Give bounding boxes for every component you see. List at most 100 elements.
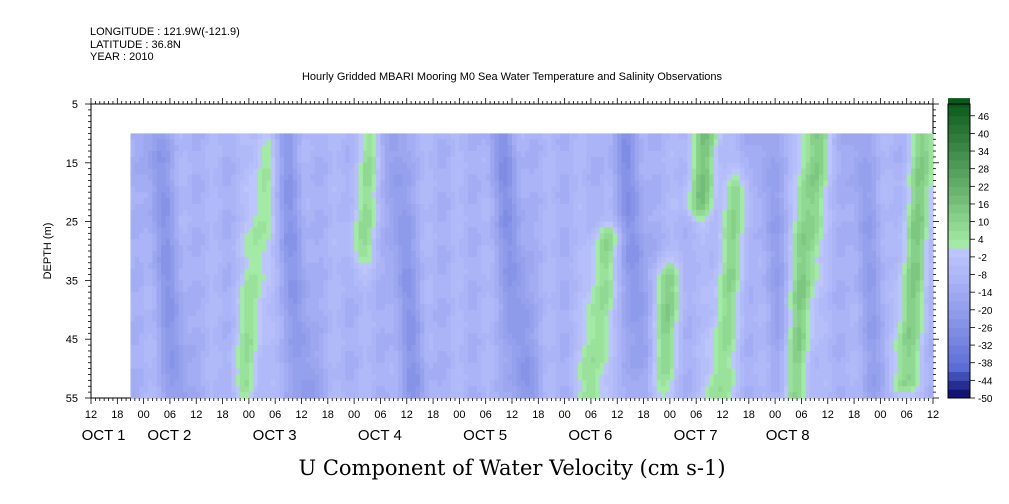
heatmap-cell [494,380,500,387]
heatmap-cell [323,315,329,323]
heatmap-cell [148,315,153,323]
heatmap-cell [411,350,417,358]
heatmap-cell [183,286,189,293]
heatmap-cell [612,333,618,340]
heatmap-cell [191,368,197,376]
heatmap-cell [301,156,307,164]
heatmap-cell [376,203,382,211]
heatmap-cell [336,350,342,358]
heatmap-cell [454,327,460,334]
heatmap-cell [279,315,285,323]
heatmap-cell [476,380,482,387]
heatmap-cell [310,374,316,381]
heatmap-cell [200,321,206,329]
heatmap-cell [367,350,373,358]
heatmap-cell [191,274,197,281]
heatmap-cell [301,145,307,152]
heatmap-cell [288,380,294,387]
heatmap-cell [152,151,158,158]
heatmap-cell [512,256,517,264]
heatmap-cell [538,286,544,293]
heatmap-cell [441,280,447,287]
heatmap-cell [191,350,197,358]
heatmap-cell [402,215,408,223]
heatmap-cell [257,262,263,270]
heatmap-cell [275,174,281,182]
heatmap-cell [288,315,294,323]
heatmap-cell [209,268,215,276]
heatmap-cell [577,380,583,387]
heatmap-cell [446,292,452,299]
heatmap-cell [428,133,434,140]
heatmap-cell [226,268,232,276]
heatmap-cell [437,392,443,399]
heatmap-cell [161,368,167,376]
heatmap-cell [270,215,276,223]
heatmap-cell [564,133,570,140]
heatmap-cell [516,151,522,158]
heatmap-cell [253,145,259,152]
heatmap-cell [288,286,294,293]
heatmap-cell [520,274,526,281]
heatmap-cell [498,151,504,158]
heatmap-cell [397,309,403,317]
heatmap-cell [612,233,618,240]
heatmap-cell [560,209,566,217]
heatmap-cell [551,239,557,246]
heatmap-cell [222,156,228,164]
heatmap-cell [279,380,285,387]
heatmap-cell [433,298,439,305]
heatmap-cell [327,162,333,170]
heatmap-cell [205,162,211,170]
heatmap-cell [340,356,346,364]
heatmap-cell [612,256,618,264]
heatmap-cell [183,221,189,229]
heatmap-cell [371,256,377,264]
heatmap-cell [476,162,482,170]
heatmap-cell [419,221,425,229]
heatmap-cell [305,227,311,234]
heatmap-cell [586,386,592,393]
heatmap-cell [218,139,224,146]
heatmap-cell [262,180,268,187]
heatmap-cell [389,198,395,205]
heatmap-cell [472,333,478,340]
heatmap-cell [590,174,596,182]
heatmap-cell [345,186,351,193]
heatmap-cell [161,198,167,205]
heatmap-cell [577,156,583,164]
heatmap-cell [196,362,202,370]
heatmap-cell [165,245,171,252]
heatmap-cell [200,245,206,252]
heatmap-cell [205,315,211,323]
heatmap-cell [507,133,513,140]
heatmap-cell [481,368,487,376]
heatmap-cell [529,362,535,370]
heatmap-cell [345,139,351,146]
heatmap-cell [134,303,140,311]
heatmap-cell [200,139,206,146]
heatmap-cell [332,168,338,176]
heatmap-cell [262,368,268,376]
heatmap-cell [525,386,531,393]
heatmap-cell [454,227,460,234]
heatmap-cell [297,268,303,276]
heatmap-cell [463,145,469,152]
heatmap-cell [279,215,285,223]
heatmap-cell [503,209,509,217]
heatmap-cell [196,156,202,164]
heatmap-cell [569,321,574,329]
heatmap-cell [183,362,189,370]
heatmap-cell [134,233,140,240]
heatmap-cell [525,139,531,146]
heatmap-cell [397,286,403,293]
heatmap-cell [446,368,452,376]
heatmap-cell [165,221,171,229]
heatmap-cell [340,368,346,376]
heatmap-cell [209,198,215,205]
heatmap-cell [367,368,373,376]
heatmap-cell [178,215,184,223]
heatmap-cell [573,233,579,240]
heatmap-cell [590,192,596,199]
heatmap-cell [305,345,311,352]
